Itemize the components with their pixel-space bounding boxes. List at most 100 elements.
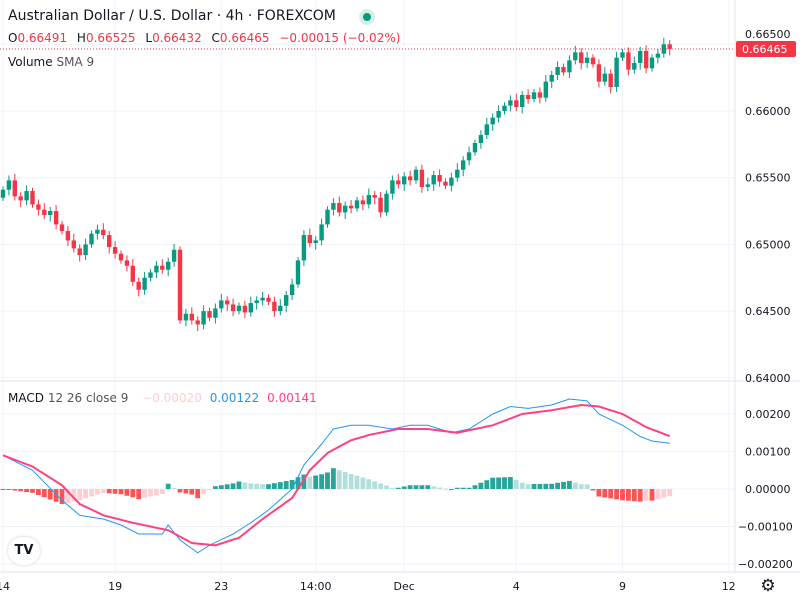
macd-tick-label: 0.00000 [745, 483, 791, 496]
candle-bearish [443, 181, 448, 186]
candle-bearish [112, 247, 118, 254]
candle-bullish [472, 143, 478, 153]
macd-histogram-bar [348, 474, 354, 489]
symbol-title[interactable]: Australian Dollar / U.S. Dollar · 4h · F… [8, 8, 336, 24]
candle-bullish [154, 265, 159, 273]
macd-histogram-bar [655, 489, 661, 500]
candle-bullish [166, 261, 171, 270]
candle-bearish [65, 231, 71, 241]
candle-bearish [626, 52, 631, 70]
macd-histogram-bar [413, 485, 419, 489]
macd-histogram-bar [24, 489, 29, 492]
macd-histogram-bar [561, 481, 566, 489]
macd-histogram-bar [12, 489, 18, 491]
macd-histogram-bar [449, 489, 454, 490]
candle-bearish [77, 248, 82, 256]
macd-histogram-bar [177, 489, 183, 493]
price-tick-label: 0.65500 [745, 172, 791, 185]
macd-histogram-bar [124, 489, 130, 496]
candle-bullish [331, 203, 336, 210]
volume-name: Volume [8, 55, 53, 69]
candle-bullish [248, 303, 253, 313]
macd-histogram-bar [30, 489, 35, 493]
macd-histogram-bar [307, 476, 313, 489]
candle-bearish [396, 180, 401, 185]
candle-bullish [478, 135, 484, 144]
macd-histogram-bar [578, 484, 584, 489]
candle-bullish [148, 272, 153, 278]
macd-histogram-bar [248, 483, 254, 489]
macd-histogram-bar [148, 489, 153, 497]
candle-bearish [71, 240, 76, 249]
price-tick-label: 0.64000 [745, 372, 791, 385]
macd-histogram-bar [407, 485, 413, 489]
macd-histogram-bar [590, 489, 596, 491]
macd-histogram-bar [431, 486, 437, 489]
macd-histogram-bar [525, 484, 531, 489]
time-tick-label: 23 [214, 580, 228, 593]
macd-histogram-value: −0.00020 [142, 391, 202, 405]
macd-histogram-bar [224, 484, 230, 489]
logo-text: TV [14, 543, 34, 558]
macd-histogram-bar [130, 489, 136, 498]
candle-bearish [514, 100, 519, 107]
volume-legend[interactable]: Volume SMA 9 [8, 55, 94, 69]
macd-histogram-bar [106, 489, 112, 494]
candle-bearish [12, 180, 17, 197]
candle-bullish [638, 50, 643, 63]
macd-histogram-bar [272, 483, 277, 489]
candle-bearish [195, 320, 200, 325]
macd-legend[interactable]: MACD 12 26 close 9 −0.00020 0.00122 0.00… [8, 391, 317, 405]
candle-bullish [83, 244, 88, 256]
macd-histogram-bar [472, 485, 478, 489]
candle-bullish [425, 184, 430, 188]
tradingview-logo[interactable]: TV [8, 537, 40, 565]
macd-histogram-bar [59, 489, 65, 504]
macd-line [2, 398, 670, 554]
macd-tick-label: 0.00200 [745, 408, 791, 421]
candle-bearish [266, 297, 271, 302]
macd-histogram-bar [626, 489, 631, 501]
close-label: C [211, 31, 220, 45]
candle-bullish [455, 169, 460, 178]
candle-bearish [118, 253, 124, 261]
time-tick-label: 12 [722, 580, 736, 593]
candle-bearish [360, 200, 366, 205]
macd-histogram-bar [118, 489, 124, 495]
macd-histogram-bar [242, 482, 248, 489]
close-value: 0.66465 [219, 31, 270, 45]
macd-histogram-bar [466, 487, 472, 489]
ohlc-legend: O0.66491 H0.66525 L0.66432 C0.66465 −0.0… [8, 31, 406, 45]
macd-histogram-bar [183, 489, 189, 494]
candle-bearish [579, 52, 584, 63]
candle-bullish [201, 311, 206, 325]
macd-histogram-bar [567, 480, 572, 489]
candle-bearish [525, 94, 531, 99]
candle-bullish [325, 209, 330, 225]
macd-histogram-bar [637, 489, 643, 502]
macd-histogram-bar [236, 481, 242, 489]
macd-histogram-bar [555, 482, 560, 489]
high-value: 0.66525 [85, 31, 136, 45]
candle-bullish [484, 124, 489, 136]
macd-histogram-bar [313, 475, 319, 489]
macd-histogram-bar [100, 489, 106, 493]
macd-histogram-bar [319, 474, 324, 489]
macd-signal-value: 0.00141 [267, 391, 317, 405]
gear-icon[interactable]: ⚙ [760, 576, 776, 596]
candle-bullish [649, 57, 655, 69]
candle-bearish [337, 203, 342, 213]
candle-bearish [189, 313, 194, 321]
candle-bullish [0, 189, 6, 198]
macd-histogram-bar [366, 479, 372, 489]
macd-histogram-bar [543, 483, 549, 489]
time-tick-label: 9 [619, 580, 626, 593]
market-status-icon[interactable] [359, 9, 375, 25]
candle-bearish [136, 281, 141, 290]
candle-bullish [390, 180, 395, 194]
candle-bearish [667, 44, 672, 49]
candle-bullish [502, 105, 507, 111]
candle-bullish [343, 205, 348, 213]
macd-histogram-bar [260, 484, 265, 489]
